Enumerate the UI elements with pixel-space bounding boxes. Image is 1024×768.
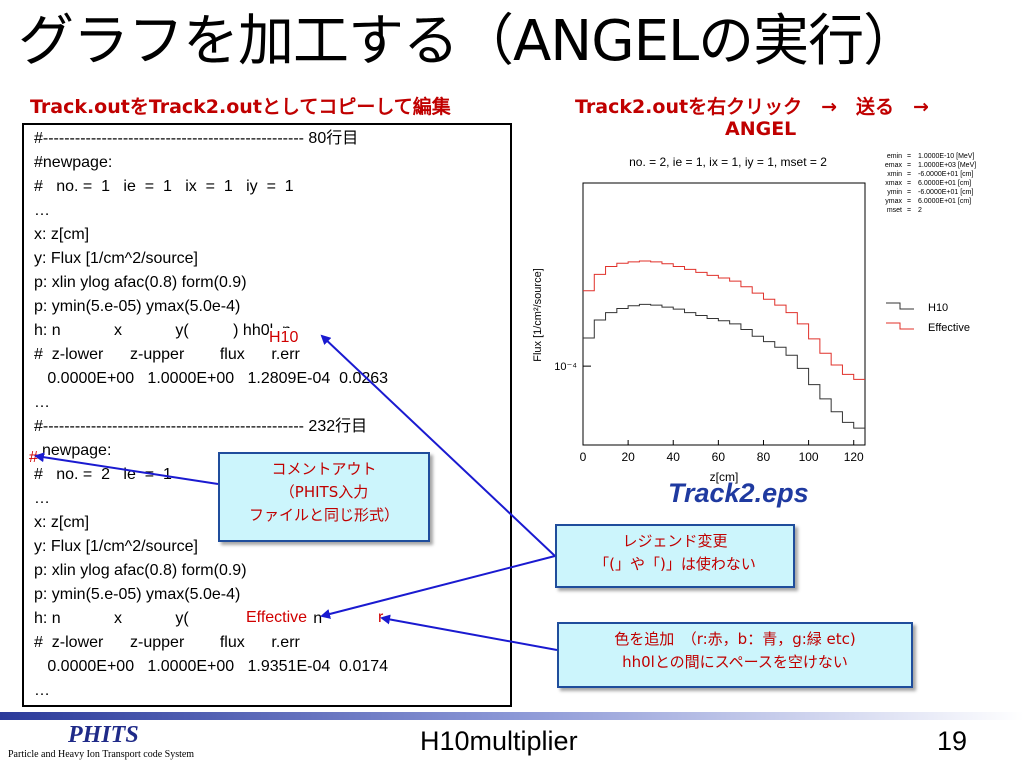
insert-r: r xyxy=(378,608,384,628)
info-value: 6.0000E+01 [cm] xyxy=(918,180,971,187)
code-line: #---------------------------------------… xyxy=(34,418,368,435)
legend-label: H10 xyxy=(928,302,948,314)
code-line: y: Flux [1/cm^2/source] xyxy=(34,538,198,555)
chart-title: no. = 2, ie = 1, ix = 1, iy = 1, mset = … xyxy=(629,155,827,169)
callout-line: コメントアウト xyxy=(271,460,377,478)
info-value: -6.0000E+01 [cm] xyxy=(918,171,974,178)
x-tick-label: 100 xyxy=(799,450,819,464)
info-equals: = xyxy=(907,207,911,214)
x-axis-label: z[cm] xyxy=(710,470,739,484)
info-value: 1.0000E-10 [MeV] xyxy=(918,153,974,160)
callout-line: （PHITS入力 xyxy=(279,483,369,501)
code-line: … xyxy=(34,202,50,219)
chart: no. = 2, ie = 1, ix = 1, iy = 1, mset = … xyxy=(532,153,976,484)
code-line: newpage: xyxy=(42,442,112,459)
code-line: # z-lower z-upper flux r.err xyxy=(34,634,300,651)
code-line: … xyxy=(34,490,50,507)
insert-effective: Effective xyxy=(246,608,308,628)
code-line: p: ymin(5.e-05) ymax(5.0e-4) xyxy=(34,298,241,315)
series-line-effective xyxy=(583,260,865,380)
code-line: p: xlin ylog afac(0.8) form(0.9) xyxy=(34,274,247,291)
phits-logo: PHITS xyxy=(68,722,139,748)
series-line-h10 xyxy=(583,303,865,429)
info-key: ymin xyxy=(887,189,902,196)
info-value: 1.0000E+03 [MeV] xyxy=(918,162,976,169)
info-equals: = xyxy=(907,162,911,169)
chart-series xyxy=(583,260,865,429)
plot-frame xyxy=(582,182,866,446)
code-line: 0.0000E+00 1.0000E+00 1.9351E-04 0.0174 xyxy=(34,658,389,675)
eps-label: Track2.eps xyxy=(668,478,809,508)
callout-line: ファイルと同じ形式） xyxy=(248,506,399,524)
legend-swatch xyxy=(886,302,914,310)
x-tick-label: 80 xyxy=(757,450,771,464)
code-line: x: z[cm] xyxy=(34,226,90,243)
code-line: p: xlin ylog afac(0.8) form(0.9) xyxy=(34,562,247,579)
x-ticks: 0 20 40 60 80 100 120 xyxy=(580,440,864,464)
code-line: #---------------------------------------… xyxy=(34,130,359,147)
x-tick-label: 120 xyxy=(844,450,864,464)
code-line: #newpage: xyxy=(34,154,113,171)
chart-info: emin = 1.0000E-10 [MeV] emax = 1.0000E+03 [Me… xyxy=(885,153,976,214)
info-key: xmax xyxy=(885,180,902,187)
code-line: h: n x y( ) hh0l n xyxy=(34,322,291,339)
code-line: p: ymin(5.e-05) ymax(5.0e-4) xyxy=(34,586,241,603)
subtitle-right: Track2.outを右クリック → 送る → xyxy=(575,96,929,118)
y-tick-label: 10⁻⁴ xyxy=(554,361,577,373)
code-line: # no. = 2 ie = 1 xyxy=(34,466,172,483)
page-number: 19 xyxy=(937,726,968,756)
insert-h10: H10 xyxy=(269,328,299,348)
subtitle-right-angel: ANGEL xyxy=(725,118,797,140)
code-line: # z-lower z-upper flux r.err xyxy=(34,346,300,363)
info-key: emin xyxy=(887,153,902,160)
code-editor-box: #---------------------------------------… xyxy=(22,123,512,707)
phits-logo-subtitle: Particle and Heavy Ion Transport code Sy… xyxy=(8,749,195,760)
code-line: 0.0000E+00 1.0000E+00 1.2809E-04 0.0263 xyxy=(34,370,389,387)
x-tick-label: 60 xyxy=(712,450,726,464)
callout-comment-out: コメントアウト （PHITS入力 ファイルと同じ形式） xyxy=(218,452,430,542)
code-line: … xyxy=(34,394,50,411)
callout-add-color: 色を追加 （r:赤，b：青，g:緑 etc) hh0lとの間にスペースを空けない xyxy=(557,622,913,688)
info-equals: = xyxy=(907,180,911,187)
info-equals: = xyxy=(907,153,911,160)
x-tick-label: 0 xyxy=(580,450,587,464)
info-equals: = xyxy=(907,189,911,196)
callout-line: hh0lとの間にスペースを空けない xyxy=(622,653,848,671)
code-line: # no. = 1 ie = 1 ix = 1 iy = 1 xyxy=(34,178,294,195)
info-value: -6.0000E+01 [cm] xyxy=(918,189,974,196)
code-line: y: Flux [1/cm^2/source] xyxy=(34,250,198,267)
x-tick-label: 20 xyxy=(621,450,635,464)
footer-bar xyxy=(0,712,1024,720)
info-key: emax xyxy=(885,162,903,169)
callout-legend-change: レジェンド変更 「(」や「)」は使わない xyxy=(555,524,795,588)
info-key: xmin xyxy=(887,171,902,178)
legend-swatch xyxy=(886,322,914,330)
hash-red: # xyxy=(29,449,38,466)
callout-line: 色を追加 （r:赤，b：青，g:緑 etc) xyxy=(614,630,856,648)
info-key: ymax xyxy=(885,198,902,205)
y-axis-label: Flux [1/cm²/source] xyxy=(532,268,544,362)
info-equals: = xyxy=(907,171,911,178)
code-line: … xyxy=(34,682,50,699)
info-value: 6.0000E+01 [cm] xyxy=(918,198,971,205)
chart-legend: H10 Effective xyxy=(886,302,970,334)
info-key: mset xyxy=(887,207,902,214)
callout-line: 「(」や「)」は使わない xyxy=(594,555,756,573)
info-value: 2 xyxy=(918,207,922,214)
x-tick-label: 40 xyxy=(667,450,681,464)
legend-label: Effective xyxy=(928,322,970,334)
slide-title: グラフを加工する（ANGELの実行） xyxy=(18,9,919,74)
code-line: x: z[cm] xyxy=(34,514,90,531)
subtitle-left: Track.outをTrack2.outとしてコピーして編集 xyxy=(30,96,451,118)
footer-title: H10multiplier xyxy=(420,726,578,756)
info-equals: = xyxy=(907,198,911,205)
callout-line: レジェンド変更 xyxy=(622,532,728,550)
